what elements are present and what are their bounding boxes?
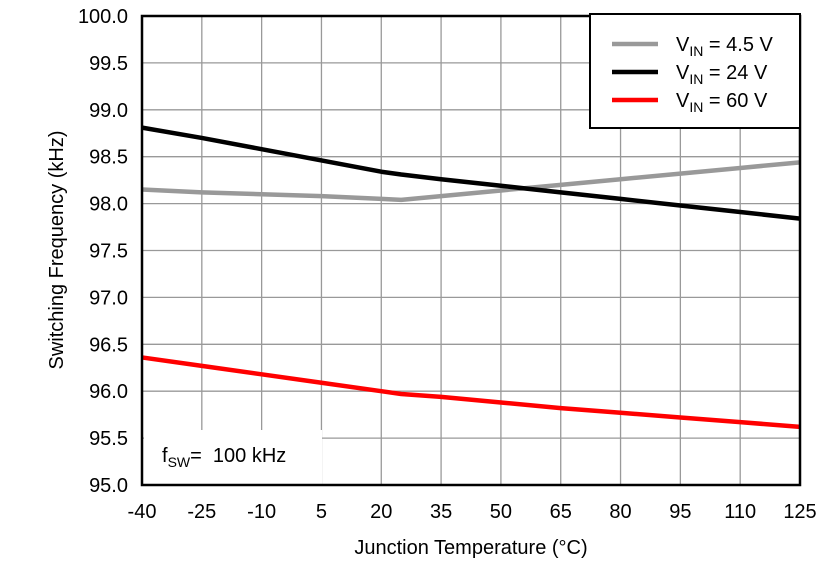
x-tick-label: -25: [187, 501, 216, 523]
x-tick-label: 125: [783, 501, 816, 523]
plot-frame: [140, 14, 802, 487]
y-tick-label: 95.5: [89, 428, 128, 450]
y-tick-label: 97.5: [89, 241, 128, 263]
legend-text: IN: [689, 71, 703, 87]
x-tick-label: 80: [609, 501, 631, 523]
y-tick-label: 99.5: [89, 53, 128, 75]
legend-text: = 24 V: [703, 62, 768, 84]
y-tick-label: 96.5: [89, 334, 128, 356]
x-tick-label: 20: [370, 501, 392, 523]
series-line-1: [141, 160, 801, 203]
legend-text: V: [676, 90, 690, 112]
y-tick-label: 98.5: [89, 147, 128, 169]
legend-text: V: [676, 34, 690, 56]
y-tick-label: 97.0: [89, 287, 128, 309]
x-tick-label: 110: [724, 501, 756, 523]
x-tick-label: 95: [669, 501, 691, 523]
x-tick-labels: -40 -25 -10 5 20 35 50 65 80 95 110 125: [128, 501, 817, 523]
legend-entry: VIN = 60 V: [676, 90, 768, 115]
x-tick-label: 65: [550, 501, 572, 523]
y-tick-label: 95.0: [89, 475, 128, 497]
x-tick-label: 50: [490, 501, 512, 523]
y-axis-label: Switching Frequency (kHz): [46, 131, 68, 370]
y-tick-labels: 95.0 95.5 96.0 96.5 97.0 97.5 98.0 98.5 99.0 99.5…: [78, 6, 128, 497]
legend-text: IN: [689, 99, 703, 115]
x-axis-label: Junction Temperature (°C): [354, 537, 587, 559]
x-tick-label: 35: [430, 501, 452, 523]
series-lines: [141, 125, 801, 430]
legend-text: V: [676, 62, 690, 84]
y-tick-label: 100.0: [78, 6, 128, 28]
y-tick-label: 96.0: [89, 381, 128, 403]
annotation-box: [144, 430, 322, 484]
legend-text: = 60 V: [703, 90, 768, 112]
y-tick-label: 99.0: [89, 100, 128, 122]
series-line-2: [141, 125, 801, 221]
x-tick-label: -40: [128, 501, 157, 523]
legend-entry: VIN = 4.5 V: [676, 34, 773, 59]
y-tick-label: 98.0: [89, 194, 128, 216]
legend-entry: VIN = 24 V: [676, 62, 768, 87]
legend-text: = 4.5 V: [703, 34, 773, 56]
annotation-fsw: fSW= 100 kHz: [162, 445, 286, 470]
series-line-3: [141, 355, 801, 430]
x-tick-label: -10: [247, 501, 276, 523]
legend-text: IN: [689, 43, 703, 59]
x-tick-label: 5: [316, 501, 327, 523]
